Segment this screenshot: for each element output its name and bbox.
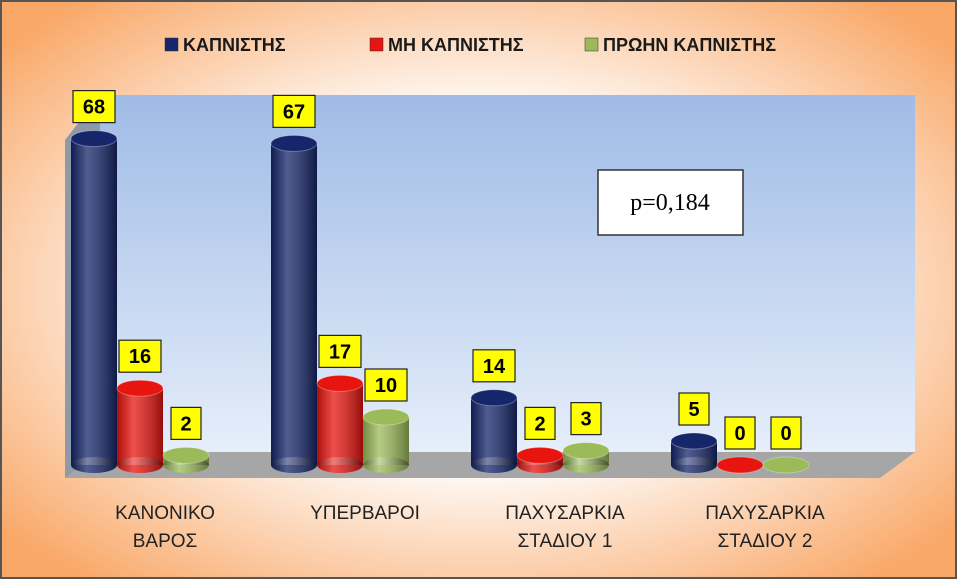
legend-swatch bbox=[369, 37, 384, 52]
bar-top bbox=[716, 456, 764, 474]
bar-top bbox=[516, 446, 564, 464]
value-label: 2 bbox=[180, 413, 191, 435]
value-label: 17 bbox=[329, 341, 351, 363]
bar bbox=[470, 389, 518, 473]
value-label-box bbox=[678, 392, 710, 426]
bar bbox=[362, 408, 410, 473]
bar-bottom-shade bbox=[71, 457, 117, 473]
bar bbox=[270, 134, 318, 473]
bar-top bbox=[116, 379, 164, 397]
bar-shade bbox=[271, 143, 317, 465]
category-label: ΥΠΕΡΒΑΡΟΙ bbox=[310, 503, 420, 524]
bar-bottom-shade bbox=[117, 457, 163, 473]
legend-label: ΠΡΩΗΝ ΚΑΠΝΙΣΤΗΣ bbox=[603, 35, 776, 55]
legend-label: ΚΑΠΝΙΣΤΗΣ bbox=[183, 35, 286, 55]
bar-shade bbox=[317, 383, 363, 465]
bar-bottom-shade bbox=[471, 457, 517, 473]
bar-bottom-shade bbox=[563, 457, 609, 473]
value-label: 14 bbox=[483, 356, 506, 378]
bar-top bbox=[70, 130, 118, 148]
value-label-box bbox=[118, 339, 162, 373]
bar-top bbox=[362, 408, 410, 426]
annotation-box bbox=[597, 169, 744, 236]
bar bbox=[670, 432, 718, 473]
value-label-box bbox=[524, 406, 556, 440]
value-label-box bbox=[570, 402, 602, 436]
bar-top bbox=[162, 446, 210, 464]
value-label: 5 bbox=[688, 399, 699, 421]
bar-top bbox=[670, 432, 718, 450]
bar bbox=[562, 442, 610, 473]
bar-top bbox=[270, 134, 318, 152]
value-label: 16 bbox=[129, 346, 151, 368]
bar bbox=[116, 379, 164, 473]
bar-top bbox=[470, 389, 518, 407]
value-label: 68 bbox=[83, 97, 105, 119]
bar bbox=[70, 130, 118, 473]
value-label: 2 bbox=[534, 413, 545, 435]
value-label: 0 bbox=[780, 423, 791, 445]
value-label-box bbox=[364, 368, 408, 402]
value-label-box bbox=[72, 89, 116, 124]
value-label-box bbox=[472, 349, 516, 383]
category-label: ΚΑΝΟΝΙΚΟ ΒΑΡΟΣ bbox=[115, 503, 215, 552]
bar-bottom-shade bbox=[271, 457, 317, 473]
value-label-box bbox=[272, 94, 316, 129]
bar bbox=[516, 446, 564, 473]
legend-swatch bbox=[164, 37, 179, 52]
bar-top bbox=[316, 374, 364, 392]
category-label: ΠΑΧΥΣΑΡΚΙΑ ΣΤΑΔΙΟΥ 1 bbox=[505, 503, 625, 552]
legend-label: ΜΗ ΚΑΠΝΙΣΤΗΣ bbox=[388, 35, 524, 55]
legend-swatch bbox=[584, 37, 599, 52]
value-label: 0 bbox=[734, 423, 745, 445]
bar-bottom-shade bbox=[671, 457, 717, 473]
bar bbox=[162, 446, 210, 473]
value-label: 67 bbox=[283, 101, 305, 123]
bar bbox=[716, 456, 764, 474]
bar bbox=[316, 374, 364, 473]
bar-shade bbox=[471, 397, 517, 465]
bar-shade bbox=[117, 388, 163, 465]
category-label: ΠΑΧΥΣΑΡΚΙΑ ΣΤΑΔΙΟΥ 2 bbox=[705, 503, 825, 552]
value-label-box bbox=[724, 416, 756, 450]
bar-top bbox=[562, 442, 610, 460]
value-label: 10 bbox=[375, 375, 397, 397]
bar-shade bbox=[71, 138, 117, 465]
bar-top bbox=[762, 456, 810, 474]
value-label-box bbox=[170, 406, 202, 440]
bar-bottom-shade bbox=[363, 457, 409, 473]
value-label-box bbox=[318, 334, 362, 368]
annotation: p=0,184 bbox=[630, 190, 710, 216]
bar bbox=[762, 456, 810, 474]
bar-bottom-shade bbox=[317, 457, 363, 473]
value-label-box bbox=[770, 416, 802, 450]
value-label: 3 bbox=[580, 409, 591, 431]
